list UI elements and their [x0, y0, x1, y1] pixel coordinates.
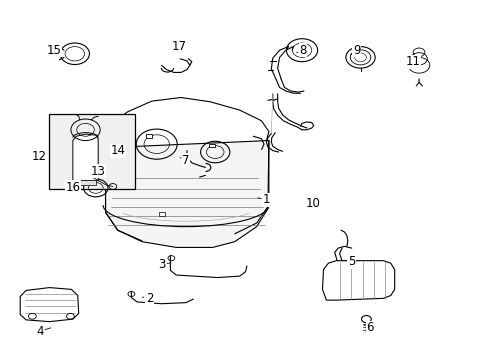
Bar	[209, 144, 214, 147]
Text: 1: 1	[262, 193, 270, 206]
Text: 17: 17	[171, 40, 186, 53]
Polygon shape	[20, 288, 79, 321]
Text: 13: 13	[91, 165, 105, 177]
Text: 6: 6	[366, 321, 373, 334]
Polygon shape	[73, 134, 98, 181]
FancyBboxPatch shape	[49, 114, 135, 189]
Bar	[159, 212, 164, 216]
Polygon shape	[322, 261, 394, 300]
Polygon shape	[105, 98, 268, 163]
Text: 2: 2	[145, 292, 153, 305]
Text: 3: 3	[158, 258, 165, 271]
Text: 10: 10	[305, 197, 320, 210]
Polygon shape	[75, 180, 96, 185]
Text: 5: 5	[347, 255, 355, 268]
Text: 12: 12	[31, 150, 46, 163]
Text: 8: 8	[299, 44, 306, 57]
Text: 15: 15	[47, 44, 61, 57]
Polygon shape	[105, 140, 268, 247]
Bar	[146, 134, 152, 138]
Text: 9: 9	[352, 44, 360, 57]
Text: 14: 14	[110, 144, 125, 157]
Text: 7: 7	[182, 154, 189, 167]
Text: 4: 4	[36, 325, 43, 338]
Text: 11: 11	[405, 55, 419, 68]
Text: 16: 16	[65, 181, 80, 194]
